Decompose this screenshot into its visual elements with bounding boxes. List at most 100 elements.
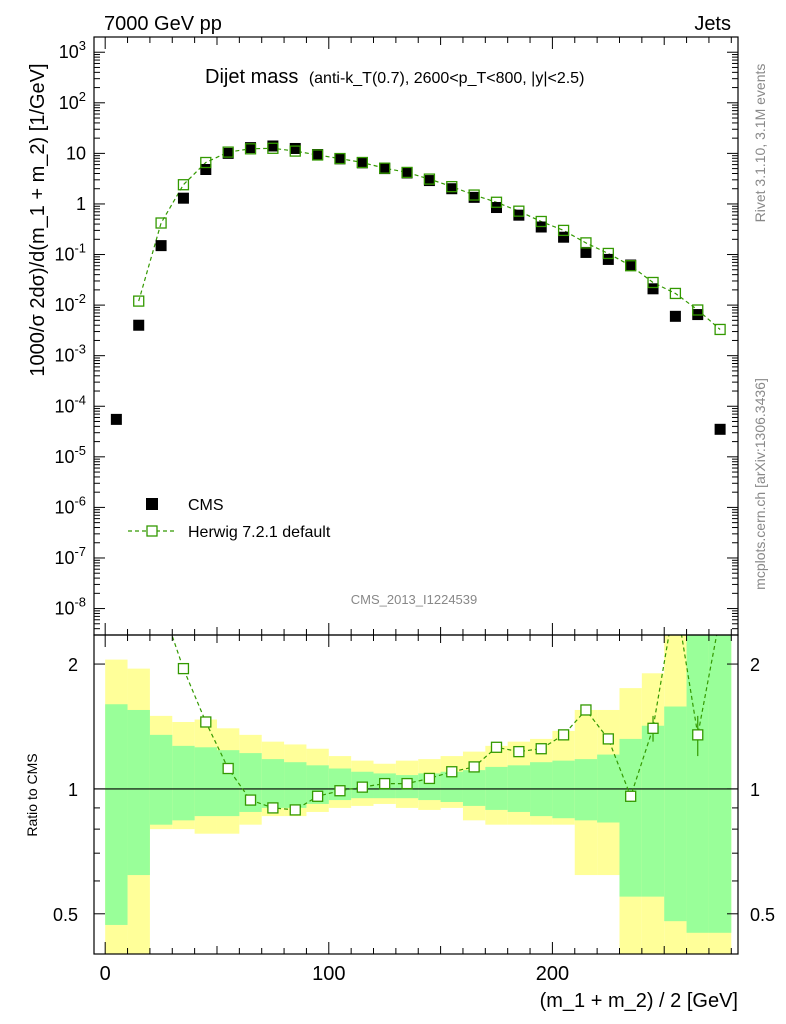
cms-point — [580, 246, 592, 258]
cms-point — [177, 192, 189, 204]
ratio-herwig-point — [267, 802, 279, 814]
plot-title: Dijet mass (anti-k_T(0.7), 2600<p_T<800,… — [205, 66, 584, 88]
band-stat — [105, 704, 128, 925]
ratio-frame — [93, 634, 739, 955]
cms-point — [312, 149, 324, 161]
ratio-ytick-label-right: 1 — [750, 780, 760, 800]
legend-herwig-marker — [146, 525, 158, 537]
band-stat — [462, 770, 486, 806]
ratio-xlabel: (m_1 + m_2) / 2 [GeV] — [540, 990, 738, 1012]
ratio-herwig-point — [334, 785, 346, 797]
ratio-herwig-point — [468, 761, 480, 773]
main-ytick-label: 10-5 — [54, 443, 86, 467]
ratio-herwig-point — [557, 729, 570, 741]
band-stat — [708, 635, 732, 933]
herwig-point — [356, 156, 368, 169]
ratio-herwig-point — [647, 722, 659, 734]
main-ytick-label: 10-1 — [54, 241, 86, 265]
ratio-ytick-label-right: 0.5 — [750, 905, 775, 925]
band-stat — [127, 709, 150, 876]
ratio-herwig-line — [171, 635, 718, 811]
herwig-point — [625, 260, 637, 272]
cms-point — [155, 240, 167, 252]
header-left: 7000 GeV pp — [104, 13, 222, 35]
ratio-herwig-point — [379, 777, 391, 790]
cms-point — [379, 163, 391, 175]
ratio-herwig-point — [244, 794, 257, 806]
cms-point — [669, 310, 681, 322]
main-ytick-label: 103 — [59, 38, 86, 62]
band-stat — [149, 734, 173, 825]
herwig-point — [177, 179, 190, 191]
title-sub: (anti-k_T(0.7), 2600<p_T<800, |y|<2.5) — [309, 70, 585, 87]
band-stat — [574, 759, 598, 821]
ratio-ytick-label-right: 2 — [750, 655, 760, 675]
herwig-point — [535, 215, 547, 228]
herwig-point — [289, 145, 301, 157]
herwig-point — [557, 224, 570, 237]
herwig-point — [334, 152, 346, 165]
herwig-point — [580, 237, 592, 249]
legend-cms-marker — [146, 498, 158, 510]
ratio-herwig-point — [513, 745, 525, 758]
main-ytick-label: 10-2 — [54, 291, 86, 315]
rivet-label: Rivet 3.1.10, 3.1M events — [752, 64, 768, 223]
herwig-point — [513, 205, 525, 217]
herwig-point — [244, 143, 257, 155]
herwig-point — [714, 323, 726, 336]
cms-point — [625, 259, 637, 271]
xtick-label: 100 — [312, 963, 345, 985]
title-main: Dijet mass — [205, 66, 298, 88]
cms-point — [647, 283, 659, 295]
ratio-herwig — [171, 635, 718, 816]
main-ytick-label: 10-7 — [54, 544, 86, 568]
band-stat — [641, 725, 665, 897]
legend-herwig-label: Herwig 7.2.1 default — [188, 524, 331, 541]
ratio-herwig-point — [535, 743, 547, 755]
band-stat — [619, 738, 642, 897]
main-y-axis: 10-8 10-7 10-6 10-5 10-4 10-3 10-2 10-1 1 10 102 10… — [54, 36, 738, 636]
herwig-point — [379, 162, 391, 174]
cms-point — [334, 153, 346, 165]
main-ytick-label: 10 — [66, 143, 86, 163]
ratio-herwig-point — [490, 741, 503, 753]
cms-point — [200, 163, 212, 175]
ratio-herwig-point — [580, 704, 592, 716]
x-axis: 0 100 200 — [100, 37, 732, 985]
herwig-point — [222, 146, 234, 158]
ratio-herwig-point — [177, 662, 190, 675]
band-stat — [664, 706, 687, 922]
ratio-herwig-point — [423, 772, 436, 785]
ratio-ylabel: Ratio to CMS — [24, 753, 40, 836]
analysis-id: CMS_2013_I1224539 — [351, 592, 478, 607]
ratio-herwig-point — [401, 777, 413, 790]
cms-point — [356, 157, 368, 169]
header-right: Jets — [694, 13, 731, 35]
ratio-bands — [105, 635, 732, 954]
ratio-herwig-point — [625, 790, 637, 802]
band-stat — [194, 747, 217, 817]
ratio-herwig-point — [446, 766, 458, 778]
main-ytick-label: 10-3 — [54, 342, 86, 366]
ratio-content — [94, 635, 738, 816]
main-content — [110, 140, 726, 435]
cms-point — [245, 142, 257, 154]
herwig-point — [669, 287, 682, 300]
band-stat — [216, 750, 240, 817]
cms-point — [289, 142, 301, 154]
herwig-point — [446, 180, 458, 193]
ratio-y-axis: 0.5 0.5 1 1 2 2 — [53, 655, 775, 925]
herwig-point — [602, 247, 614, 260]
ratio-herwig-point — [222, 762, 234, 775]
ratio-herwig-point — [289, 804, 301, 816]
herwig-point — [267, 142, 279, 154]
ratio-herwig-point — [602, 733, 614, 745]
cms-point — [222, 147, 234, 159]
cms-point — [513, 209, 525, 221]
cms-point — [267, 140, 279, 152]
herwig-point — [423, 173, 436, 185]
cms-point — [602, 253, 614, 265]
ratio-herwig-point — [692, 729, 704, 741]
band-stat — [440, 771, 463, 803]
cms-point — [468, 191, 480, 203]
